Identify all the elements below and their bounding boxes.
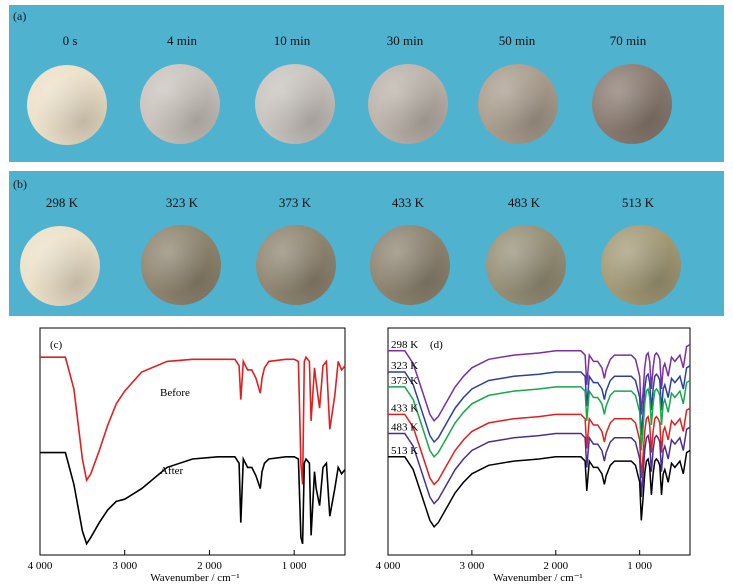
x-axis-label: Wavenumber / cm⁻¹: [150, 572, 239, 584]
spectrum-line: [388, 365, 691, 444]
panel-d-tag: (d): [430, 339, 443, 351]
series-label-after: After: [160, 465, 184, 477]
x-tick-label: 4 000: [28, 560, 53, 572]
series-temp-label: 483 K: [391, 422, 418, 434]
sample-a-label: 10 min: [273, 33, 311, 48]
sample-disc-photo: [601, 225, 681, 305]
spectrum-line: [40, 355, 346, 485]
sample-a-label: 50 min: [498, 33, 536, 48]
sample-a-label: 30 min: [386, 33, 424, 48]
sample-disc-photo: [478, 64, 558, 144]
panel-b-photo-strip: (b): [9, 171, 724, 316]
ftir-chart-d: (d) 298 K 323 K 373 K 433 K 483 K 513 K 4 000…: [376, 327, 691, 584]
series-temp-label: 323 K: [391, 360, 418, 372]
panel-a-tag: (a): [13, 9, 27, 23]
series-temp-label: 373 K: [391, 375, 418, 387]
sample-a-label: 0 s: [62, 33, 78, 48]
spectrum-line: [388, 343, 691, 422]
plot-frame: [387, 327, 691, 556]
sample-disc-photo: [368, 64, 448, 144]
sample-b-label: 433 K: [391, 195, 425, 210]
sample-disc-photo: [255, 64, 335, 144]
series-temp-label: 433 K: [391, 402, 418, 414]
sample-disc-photo: [592, 64, 672, 144]
sample-disc-photo: [370, 225, 450, 305]
series-label-before: Before: [160, 387, 190, 399]
sample-a-label: 70 min: [609, 33, 647, 48]
spectrum-line: [388, 426, 691, 505]
spectrum-line: [388, 449, 691, 528]
sample-b-label: 373 K: [278, 195, 312, 210]
series-temp-label: 298 K: [391, 339, 418, 351]
x-tick-label: 1 000: [282, 560, 307, 572]
sample-disc-photo: [141, 225, 221, 305]
x-tick-label: 1 000: [627, 560, 652, 572]
x-axis-label: Wavenumber / cm⁻¹: [493, 572, 582, 584]
panel-b-tag: (b): [13, 177, 27, 191]
panel-c-tag: (c): [50, 339, 63, 351]
sample-disc-photo: [256, 225, 336, 305]
x-tick-label: 2 000: [543, 560, 568, 572]
sample-b-label: 298 K: [45, 195, 79, 210]
sample-b-label: 513 K: [621, 195, 655, 210]
ftir-chart-c: (c) 4 000 3 000 2 000 1 000 Before After Wa…: [28, 327, 346, 584]
series-temp-label: 513 K: [391, 445, 418, 457]
x-tick-label: 2 000: [197, 560, 222, 572]
sample-disc-photo: [486, 225, 566, 305]
sample-disc-photo: [27, 65, 107, 145]
sample-a-label: 4 min: [167, 33, 197, 48]
spectrum-line: [388, 407, 691, 486]
x-tick-label: 4 000: [376, 560, 401, 572]
sample-b-label: 483 K: [507, 195, 541, 210]
sample-disc-photo: [140, 64, 220, 144]
spectrum-line: [388, 379, 691, 458]
spectrum-line: [40, 451, 346, 546]
x-tick-label: 3 000: [112, 560, 137, 572]
sample-b-label: 323 K: [165, 195, 199, 210]
plot-frame: [39, 327, 346, 556]
x-tick-label: 3 000: [460, 560, 485, 572]
sample-disc-photo: [20, 226, 100, 306]
